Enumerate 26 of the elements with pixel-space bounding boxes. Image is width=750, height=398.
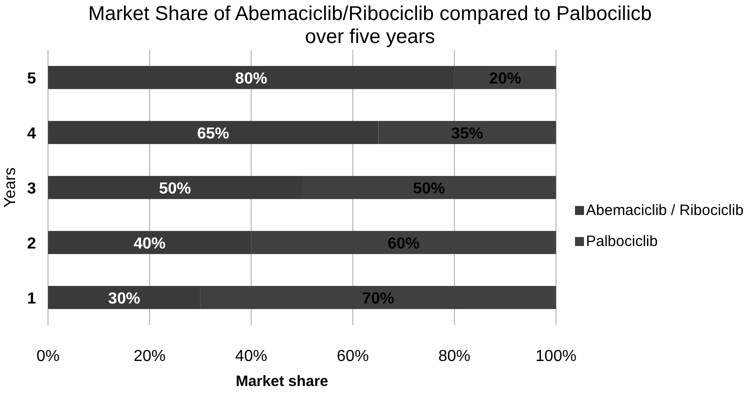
y-tick-label: 1: [27, 290, 36, 308]
data-label: 30%: [108, 290, 140, 308]
y-tick-label: 2: [27, 236, 36, 252]
x-tick-label: 40%: [235, 348, 268, 365]
data-label: 60%: [388, 236, 420, 252]
data-label: 50%: [412, 180, 446, 198]
legend-label: Abemaciclib / Ribociclib: [586, 202, 744, 219]
legend-label: Palbociclib: [586, 233, 658, 250]
data-label: 80%: [235, 70, 268, 88]
x-axis-title: Market share: [236, 373, 328, 390]
x-tick-label: 60%: [336, 348, 369, 365]
y-tick-label: 5: [27, 70, 36, 88]
y-tick-label: 4: [27, 126, 36, 142]
data-label: 35%: [451, 126, 484, 142]
x-tick-label: 80%: [438, 348, 470, 365]
y-tick-label: 3: [27, 180, 36, 198]
x-tick-label: 0%: [36, 348, 60, 365]
data-label: 50%: [158, 180, 192, 198]
y-axis-title: Years: [2, 167, 19, 208]
x-tick-label: 100%: [536, 348, 576, 365]
data-label: 40%: [134, 236, 166, 252]
chart-title: Market Share of Abemaciclib/Ribociclib compared to Palbocilicb over five years: [88, 3, 652, 48]
data-label: 70%: [362, 290, 394, 308]
data-label: 20%: [489, 70, 522, 88]
data-label: 65%: [197, 126, 230, 142]
x-tick-label: 20%: [134, 348, 166, 365]
